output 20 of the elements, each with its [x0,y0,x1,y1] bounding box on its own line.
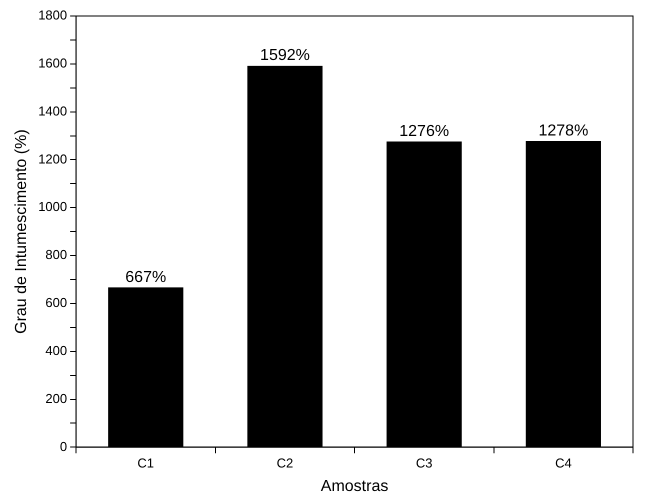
x-axis-title: Amostras [320,478,388,495]
data-label: 1592% [260,47,310,64]
x-tick-label: C3 [416,456,432,471]
y-tick-label: 1800 [38,8,68,23]
y-tick-label: 1200 [38,151,68,166]
y-axis-title: Grau de Intumescimento (%) [13,129,30,334]
x-tick-label: C2 [276,456,294,471]
y-tick-label: 200 [45,390,68,406]
data-label: 667% [125,268,166,286]
y-tick-label: 800 [45,247,68,262]
data-label: 1276% [399,122,450,140]
y-tick-label: 1400 [38,103,68,118]
y-tick-label: 1000 [38,199,68,214]
x-tick-label: C4 [555,456,572,471]
y-tick-label: 0 [60,438,68,454]
x-tick-label: C1 [137,456,154,471]
y-tick-label: 1600 [38,55,68,70]
y-tick-label: 400 [45,342,68,358]
y-tick-label: 600 [45,295,68,310]
data-label: 1278% [538,122,588,140]
